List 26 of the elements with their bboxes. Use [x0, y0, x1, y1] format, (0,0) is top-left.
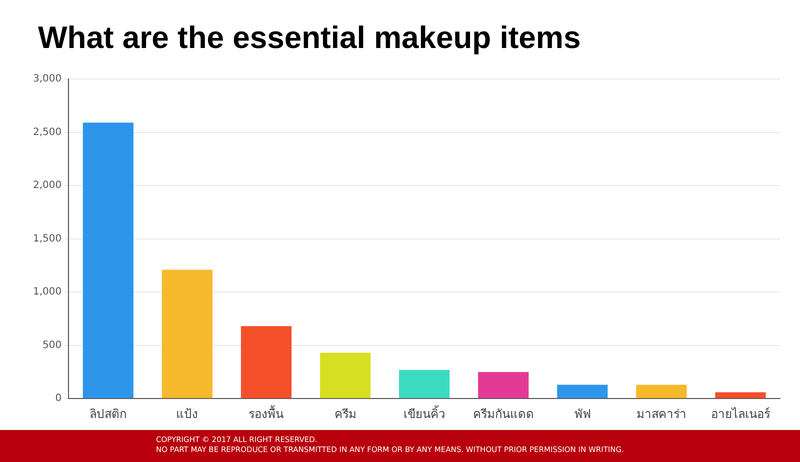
x-tick-label: อายไลเนอร์: [710, 406, 771, 421]
x-tick-label: ครีม: [334, 406, 356, 421]
y-tick-label: 2,500: [32, 126, 62, 138]
x-tick-label: เขียนคิ้ว: [403, 404, 446, 421]
y-tick-label: 1,500: [32, 233, 62, 244]
bar: [478, 372, 529, 398]
x-tick-label: ลิปสติก: [90, 406, 127, 421]
bar: [715, 392, 766, 398]
bar: [557, 384, 608, 398]
x-tick-label: รองพื้น: [248, 404, 284, 421]
x-tick-label: มาสคาร่า: [636, 406, 686, 421]
bar: [82, 122, 134, 398]
x-tick-label: แป้ง: [176, 406, 198, 421]
y-tick-label: 500: [42, 340, 62, 351]
y-tick-label: 2,000: [32, 180, 62, 192]
bar: [399, 370, 450, 398]
x-tick-label: พัฟ: [574, 406, 590, 421]
chart-title: What are the essential makeup items: [38, 20, 581, 56]
bar: [320, 352, 371, 398]
bar: [636, 384, 687, 398]
y-tick-label: 3,000: [32, 74, 62, 85]
bar: [162, 270, 212, 398]
x-tick-label: ครีมกันแดด: [472, 406, 534, 421]
y-tick-label: 1,000: [32, 286, 62, 298]
y-tick-label: 0: [55, 393, 62, 404]
bar: [240, 326, 292, 398]
